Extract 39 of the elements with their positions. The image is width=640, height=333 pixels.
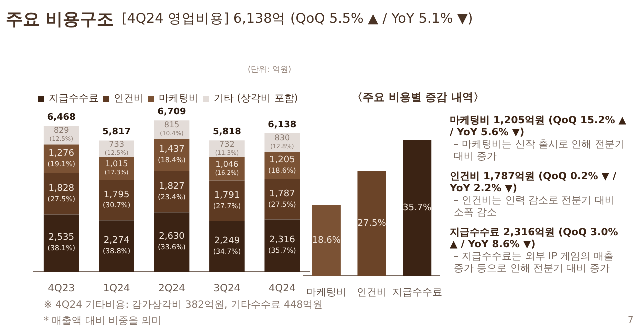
chart-title: 주요 비용구조: [6, 9, 114, 31]
bar: [99, 180, 134, 221]
x-tick-label: 2Q24: [158, 284, 186, 295]
total-label: 6,709: [158, 107, 186, 118]
text: 인건비 1,787억원 (QoQ 0.2% ▼ / YoY 2.2% ▼) – 인건비는 인력 감소로 전분기 대비 소폭 감소: [449, 172, 617, 219]
x-tick-label: 마케팅비: [306, 288, 347, 299]
bar: [154, 212, 190, 272]
data-label: 35.7%: [403, 204, 432, 214]
legend-label: 기타 (상각비 포함): [214, 94, 298, 105]
x-tick-label: 4Q24: [268, 284, 296, 295]
data-label: 27.5%: [358, 219, 387, 230]
text: (단위: 억원): [248, 64, 292, 75]
legend-label: 인건비: [114, 94, 144, 105]
bar: [99, 220, 134, 272]
data-label: 18.6%: [312, 236, 342, 246]
x-tick-label: 지급수수료: [392, 288, 442, 299]
bar: [210, 180, 245, 222]
total-label: 5,818: [212, 128, 242, 138]
total-label: 5,817: [102, 128, 132, 138]
total-label: 6,468: [47, 112, 76, 123]
legend-label: 지급수수료: [49, 94, 99, 105]
text: 마케팅비 1,205억원 (QoQ 15.2% ▲ / YoY 5.6% ▼) – 마케팅비는 신작 출시로 인해 전분기 대비 증가: [450, 116, 627, 163]
total-label: 6,138: [268, 120, 297, 130]
x-tick-label: 1Q24: [103, 284, 130, 295]
bar: [44, 174, 80, 215]
text: 지급수수료 2,316억원 (QoQ 3.0% ▲ / YoY 8.6% ▼) – 지급수수료는 외부 IP 게임의 매출 증가 등으로 인해 전분기 대비 증가: [450, 228, 618, 275]
bar: [264, 179, 300, 220]
x-tick-label: 4Q23: [48, 284, 76, 295]
x-tick-label: 3Q24: [214, 284, 241, 295]
bar: [44, 214, 80, 272]
text: ※ 4Q24 기타비용: 감가상각비 382억원, 기타수수료 448억원: [44, 299, 324, 312]
text: * 매출액 대비 비중을 의미: [44, 315, 162, 328]
chart-subtitle: [4Q24 영업비용] 6,138억 (QoQ 5.5% ▲ / YoY 5.1% ▼): [122, 10, 474, 28]
legend-label: 마케팅비: [159, 94, 199, 105]
bar: [210, 221, 245, 272]
text: 7: [628, 316, 634, 326]
x-tick-label: 인건비: [357, 288, 387, 299]
bar: [264, 220, 300, 272]
chart-title: 〈주요 비용별 증감 내역〉: [352, 90, 484, 105]
